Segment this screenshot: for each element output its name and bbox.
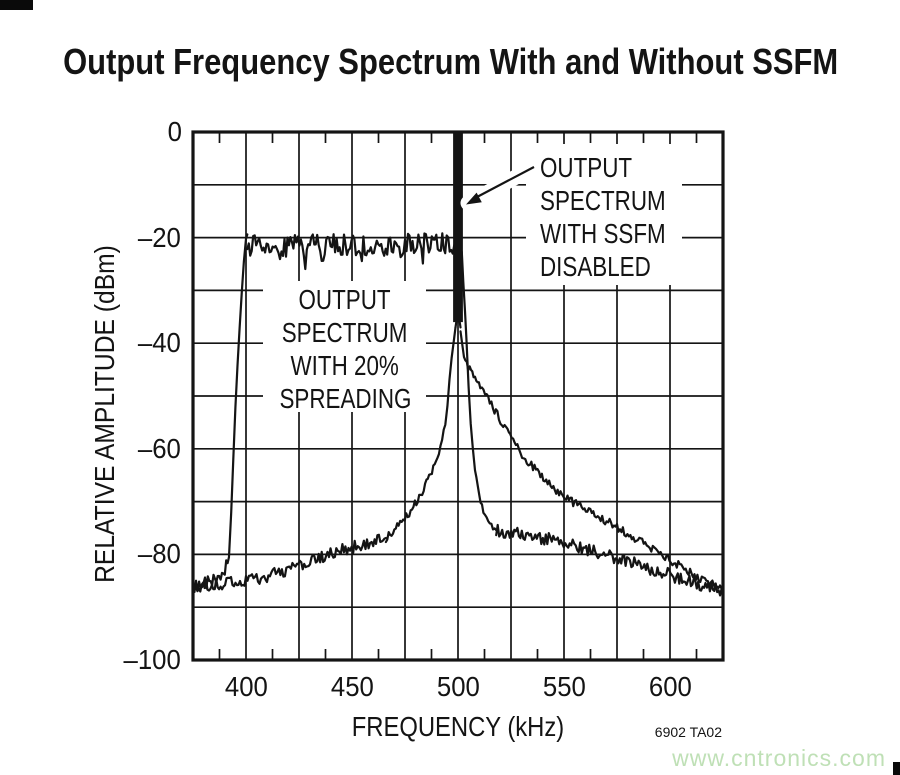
annotation-disabled: OUTPUT SPECTRUM WITH SSFM DISABLED xyxy=(540,151,700,283)
annotation-spreading-line: SPECTRUM xyxy=(281,317,408,348)
y-tick-label: –80 xyxy=(136,538,183,570)
y-tick-label: –100 xyxy=(121,644,183,676)
annotation-spreading: OUTPUT SPECTRUM WITH 20% SPREADING xyxy=(263,283,426,415)
trace-spread_20pct xyxy=(495,523,725,597)
y-tick-label-text: –100 xyxy=(123,644,181,675)
x-tick-label-text: 400 xyxy=(224,671,268,702)
annotation-spreading-line: WITH 20% xyxy=(290,350,399,381)
annotation-arrow-line xyxy=(476,166,535,198)
annotation-disabled-line: SPECTRUM xyxy=(540,185,666,216)
x-tick-label-text: 450 xyxy=(330,671,374,702)
trace-spread_20pct xyxy=(459,243,498,532)
annotation-spreading-line: SPREADING xyxy=(279,383,412,414)
figure-title-text: Output Frequency Spectrum With and Witho… xyxy=(63,41,839,82)
x-axis-title: FREQUENCY (kHz) xyxy=(308,710,608,744)
y-axis-title: RELATIVE AMPLITUDE (dBm) xyxy=(89,245,120,583)
annotation-spreading-box xyxy=(263,281,426,412)
y-tick-label: –60 xyxy=(136,433,183,465)
x-tick-label: 400 xyxy=(201,672,291,702)
x-minor-ticks xyxy=(218,132,698,660)
watermark: www.cntronics.com xyxy=(672,745,886,771)
y-tick-label: –20 xyxy=(136,222,183,254)
trace-ssfm_disabled xyxy=(384,326,457,544)
plot-border xyxy=(191,130,725,662)
x-tick-label: 500 xyxy=(413,672,503,702)
annotation-arrow xyxy=(460,156,548,211)
y-tick-label-text: –80 xyxy=(138,538,182,570)
y-tick-label-text: 0 xyxy=(168,116,183,147)
x-tick-label: 450 xyxy=(307,672,397,702)
figure-title: Output Frequency Spectrum With and Witho… xyxy=(0,42,900,82)
y-tick-label: –40 xyxy=(136,327,183,359)
spike-ssfm_disabled xyxy=(453,132,463,323)
x-tick-label: 600 xyxy=(625,672,715,702)
annotation-disabled-box xyxy=(526,144,682,285)
x-tick-label-text: 550 xyxy=(542,671,586,702)
scan-artifact-top-left xyxy=(0,0,33,10)
document-code: 6902 TA02 xyxy=(654,724,722,740)
y-tick-label-text: –60 xyxy=(138,432,182,464)
annotation-disabled-line: WITH SSFM xyxy=(540,218,666,249)
trace-spread_20pct xyxy=(246,232,462,271)
y-tick-label: 0 xyxy=(167,116,183,148)
annotation-arrowhead xyxy=(466,192,482,205)
annotation-spreading-line: OUTPUT xyxy=(298,284,391,315)
scan-artifact-bottom-right xyxy=(893,762,900,775)
x-axis-title-text: FREQUENCY (kHz) xyxy=(351,711,565,742)
trace-spread_20pct xyxy=(227,233,249,558)
annotation-disabled-line: OUTPUT xyxy=(540,152,633,183)
x-tick-label-text: 600 xyxy=(648,671,692,702)
trace-ssfm_disabled xyxy=(459,330,725,591)
y-tick-label-text: –20 xyxy=(138,221,182,253)
x-tick-label: 550 xyxy=(519,672,609,702)
trace-spread_20pct xyxy=(191,555,231,593)
x-tick-label-text: 500 xyxy=(436,671,480,702)
y-tick-label-text: –40 xyxy=(138,327,182,359)
annotation-disabled-line: DISABLED xyxy=(540,251,651,282)
traces xyxy=(191,130,725,597)
trace-ssfm_disabled xyxy=(191,533,387,593)
